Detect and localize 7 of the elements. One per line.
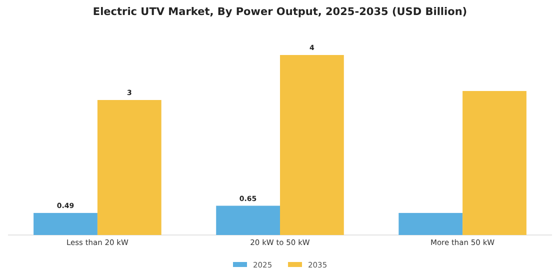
bar (462, 91, 526, 235)
bar (34, 212, 98, 235)
bar (216, 206, 280, 235)
bar (398, 212, 463, 235)
chart-title: Electric UTV Market, By Power Output, 2025-2035 (USD Billion) (92, 6, 468, 18)
bar (97, 100, 162, 235)
bar (280, 55, 344, 235)
